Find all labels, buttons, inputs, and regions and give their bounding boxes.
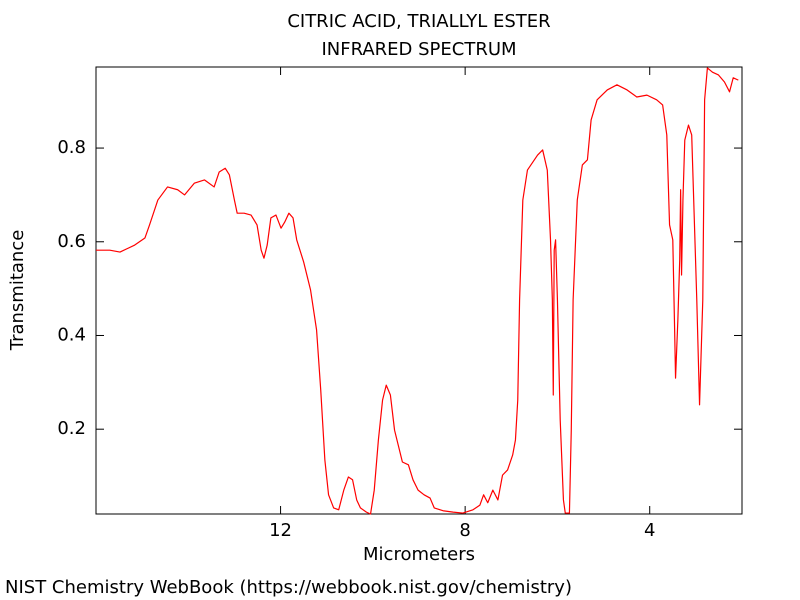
x-tick-label: 8 bbox=[459, 520, 470, 541]
source-note: NIST Chemistry WebBook (https://webbook.… bbox=[5, 577, 572, 598]
spectrum-line bbox=[96, 67, 739, 515]
plot-frame bbox=[95, 66, 743, 515]
y-axis-label: Transmitance bbox=[7, 230, 28, 352]
x-axis-label: Micrometers bbox=[363, 544, 475, 565]
y-tick-label: 0.6 bbox=[57, 231, 86, 252]
chart-title: CITRIC ACID, TRIALLYL ESTER bbox=[287, 11, 550, 32]
y-tick-label: 0.8 bbox=[57, 137, 86, 158]
x-tick-label: 12 bbox=[269, 520, 292, 541]
y-tick-label: 0.4 bbox=[57, 324, 86, 345]
chart-subtitle: INFRARED SPECTRUM bbox=[321, 39, 516, 60]
x-tick-label: 4 bbox=[644, 520, 655, 541]
y-tick-label: 0.2 bbox=[57, 418, 86, 439]
